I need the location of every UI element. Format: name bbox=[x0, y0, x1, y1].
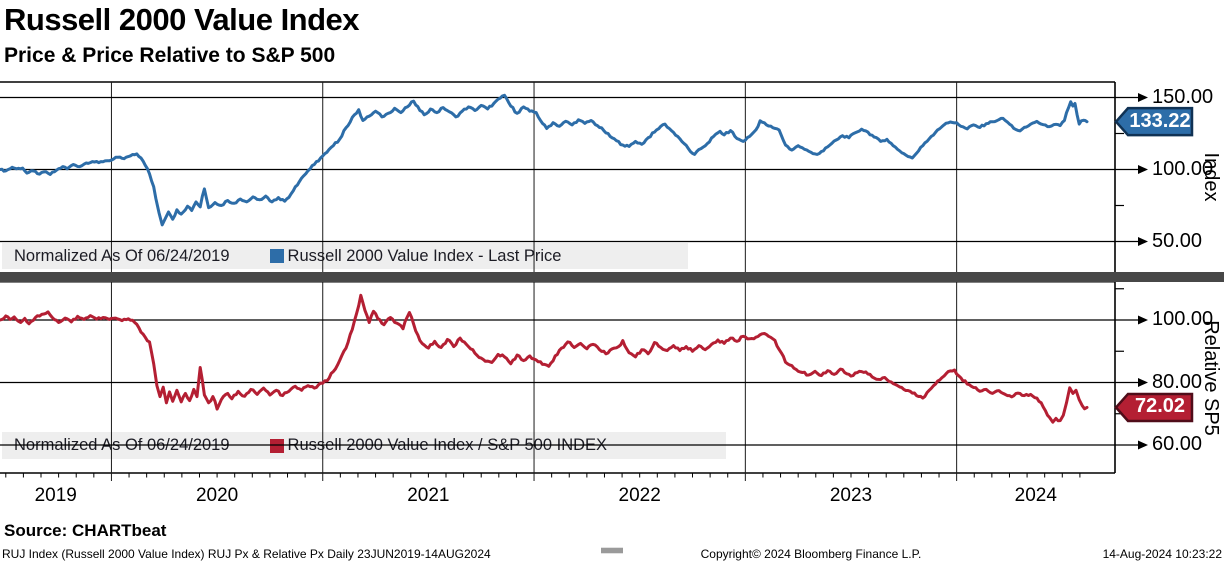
panel-splitter bbox=[0, 272, 1224, 554]
x-tick-label-2019: 2019 bbox=[34, 485, 77, 506]
relative-series-label: Russell 2000 Value Index / S&P 500 INDEX bbox=[287, 436, 608, 454]
page-title: Russell 2000 Value Index bbox=[4, 2, 360, 37]
last-value-badge-label-price: 133.22 bbox=[1129, 109, 1191, 132]
y-tick-label: 50.00 bbox=[1152, 229, 1203, 252]
normalized-as-of-label: Normalized As Of 06/24/2019 bbox=[14, 436, 230, 454]
y-axis-title-index: Index bbox=[1200, 152, 1222, 202]
page-subtitle: Price & Price Relative to S&P 500 bbox=[4, 44, 336, 67]
source-line: Source: CHARTbeat bbox=[4, 521, 167, 540]
tick-arrow-icon bbox=[1138, 237, 1148, 246]
x-tick-label-2023: 2023 bbox=[829, 485, 873, 506]
y-tick-label: 100.00 bbox=[1152, 157, 1214, 180]
legend-relative[interactable]: Normalized As Of 06/24/2019 Russell 2000… bbox=[2, 432, 726, 459]
y-tick-label: 150.00 bbox=[1152, 85, 1214, 108]
tick-arrow-icon bbox=[1138, 93, 1148, 102]
tick-arrow-icon bbox=[1138, 315, 1148, 325]
last-value-badge-label-relative: 72.02 bbox=[1134, 395, 1186, 418]
x-tick-label-2020: 2020 bbox=[195, 485, 239, 506]
x-tick-label-2024: 2024 bbox=[1014, 485, 1057, 506]
x-tick-label-2022: 2022 bbox=[618, 485, 661, 506]
relative-series-swatch bbox=[269, 438, 284, 453]
y-tick-label: 100.00 bbox=[1152, 308, 1214, 331]
tick-arrow-icon bbox=[1138, 378, 1148, 387]
legend-price[interactable]: Normalized As Of 06/24/2019 Russell 2000… bbox=[2, 243, 688, 269]
footer-copyright: Copyright© 2024 Bloomberg Finance L.P. bbox=[700, 547, 922, 561]
price-series-label: Russell 2000 Value Index - Last Price bbox=[287, 246, 562, 265]
y-tick-label: 80.00 bbox=[1152, 370, 1203, 393]
footer-timestamp: 14-Aug-2024 10:23:22 bbox=[1102, 547, 1222, 561]
footer-security-info: RUJ Index (Russell 2000 Value Index) RUJ… bbox=[2, 547, 491, 561]
y-tick-label: 60.00 bbox=[1152, 433, 1203, 456]
tick-arrow-icon bbox=[1138, 165, 1148, 174]
x-tick-label-2021: 2021 bbox=[407, 485, 450, 506]
splitter-handle-icon[interactable] bbox=[601, 547, 623, 554]
relative-series-line bbox=[0, 293, 1089, 424]
normalized-as-of-label: Normalized As Of 06/24/2019 bbox=[14, 246, 230, 265]
y-axis-title-relative: Relative SP5 bbox=[1200, 320, 1222, 436]
price-series-line bbox=[0, 93, 1089, 227]
tick-arrow-icon bbox=[1138, 440, 1148, 450]
price-series-swatch bbox=[269, 249, 284, 263]
